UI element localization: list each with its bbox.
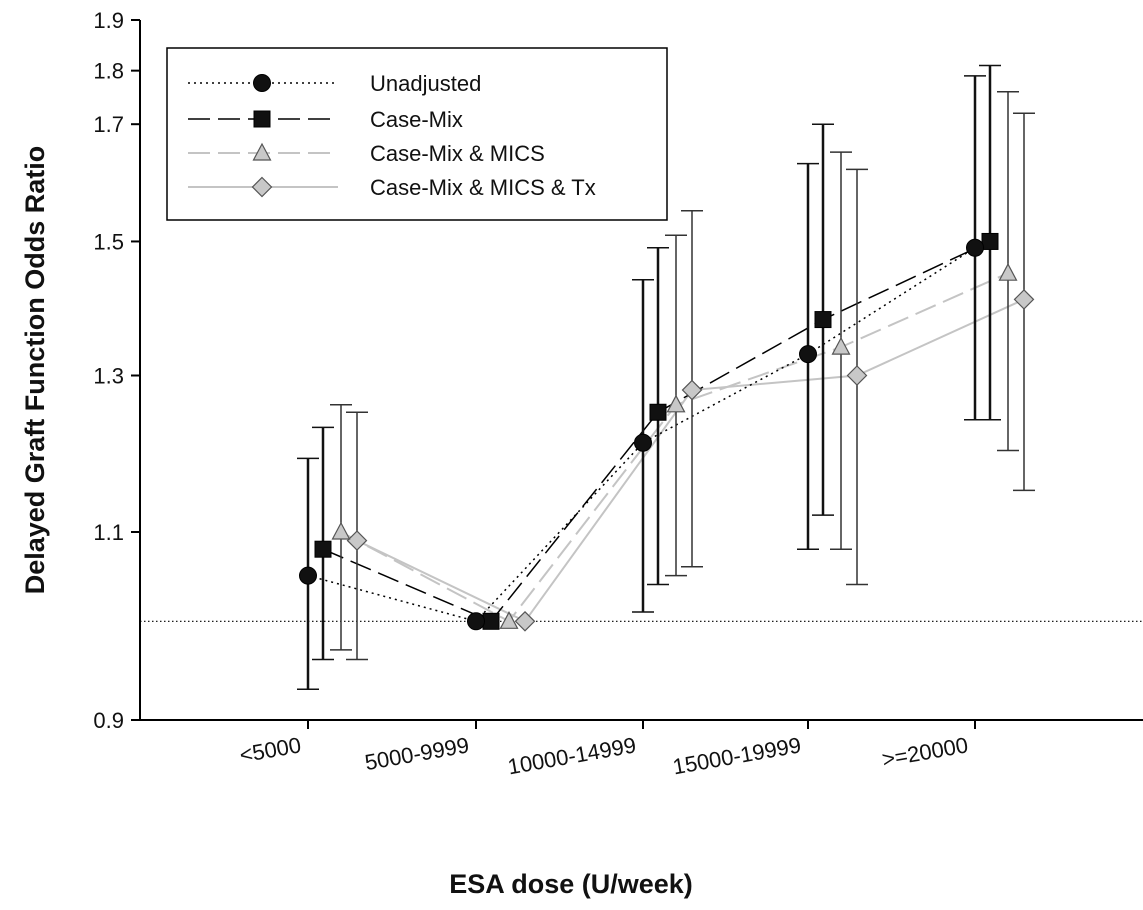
legend-item: Case-Mix & MICS bbox=[188, 141, 545, 166]
y-axis-title: Delayed Graft Function Odds Ratio bbox=[20, 146, 50, 595]
data-point bbox=[998, 262, 1018, 281]
legend-box bbox=[166, 47, 668, 221]
data-point bbox=[649, 403, 667, 421]
legend-marker bbox=[251, 176, 273, 198]
x-tick-label: 15000-19999 bbox=[671, 732, 803, 779]
data-point bbox=[467, 612, 485, 631]
x-ticks: <5000 5000-9999 10000-14999 15000-19999 >=20… bbox=[238, 720, 976, 779]
y-tick-label: 1.1 bbox=[93, 520, 124, 545]
data-point bbox=[814, 311, 832, 329]
legend-label: Case-Mix & MICS bbox=[370, 141, 545, 166]
data-point bbox=[981, 232, 999, 250]
x-axis-title: ESA dose (U/week) bbox=[449, 869, 693, 899]
data-point bbox=[666, 394, 686, 413]
y-tick-label: 1.9 bbox=[93, 8, 124, 33]
data-point bbox=[482, 612, 500, 630]
y-tick-label: 1.8 bbox=[93, 59, 124, 84]
legend-label: Unadjusted bbox=[370, 71, 481, 96]
legend-marker bbox=[253, 110, 271, 128]
data-point bbox=[514, 610, 536, 632]
data-point bbox=[846, 365, 868, 386]
x-tick-label: >=20000 bbox=[880, 732, 970, 772]
y-tick-label: 1.3 bbox=[93, 364, 124, 389]
legend-marker bbox=[253, 74, 271, 92]
legend: Unadjusted Case-Mix Case-Mix & MICS Case-Mi… bbox=[166, 47, 668, 221]
legend-marker bbox=[252, 142, 272, 161]
data-point bbox=[1013, 289, 1035, 310]
data-point bbox=[634, 433, 652, 452]
series-lines bbox=[307, 240, 1025, 623]
y-tick-label: 0.9 bbox=[93, 708, 124, 733]
y-ticks: 0.9 1.1 1.3 1.5 1.7 1.8 1.9 bbox=[93, 8, 140, 733]
legend-item: Case-Mix & MICS & Tx bbox=[188, 175, 596, 200]
legend-item: Unadjusted bbox=[188, 71, 481, 96]
x-tick-label: 10000-14999 bbox=[506, 732, 638, 779]
legend-label: Case-Mix & MICS & Tx bbox=[370, 175, 596, 200]
data-point bbox=[681, 379, 703, 401]
y-tick-label: 1.7 bbox=[93, 112, 124, 137]
legend-items: Unadjusted Case-Mix Case-Mix & MICS Case-Mi… bbox=[188, 71, 596, 200]
data-point bbox=[799, 345, 817, 364]
series-line bbox=[356, 298, 1025, 623]
x-tick-label: 5000-9999 bbox=[363, 732, 471, 775]
data-point bbox=[831, 336, 851, 355]
data-point bbox=[966, 238, 984, 257]
y-tick-label: 1.5 bbox=[93, 229, 124, 254]
legend-label: Case-Mix bbox=[370, 107, 463, 132]
legend-item: Case-Mix bbox=[188, 107, 463, 132]
data-point bbox=[499, 611, 519, 629]
data-point bbox=[346, 530, 368, 551]
series-line bbox=[340, 272, 1009, 623]
x-tick-label: <5000 bbox=[238, 732, 303, 767]
data-point bbox=[299, 566, 317, 585]
data-point bbox=[314, 540, 332, 558]
series-markers bbox=[299, 232, 1035, 632]
data-point bbox=[331, 521, 351, 540]
